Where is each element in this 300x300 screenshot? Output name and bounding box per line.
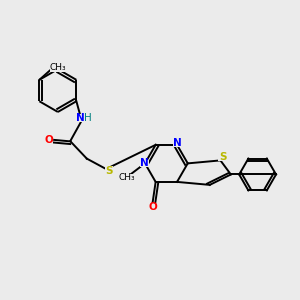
Bar [173, 140, 182, 147]
Text: O: O [44, 135, 53, 145]
Text: CH₃: CH₃ [119, 173, 135, 182]
Text: N: N [76, 113, 84, 123]
Bar [50, 64, 66, 72]
Text: N: N [173, 138, 182, 148]
Bar [148, 204, 157, 211]
Bar [140, 160, 148, 167]
Text: N: N [140, 158, 149, 168]
Bar [76, 114, 89, 122]
Text: S: S [219, 152, 226, 162]
Text: O: O [148, 202, 157, 212]
Bar [45, 136, 53, 144]
Bar [118, 174, 136, 181]
Text: S: S [105, 166, 113, 176]
Bar [105, 167, 113, 175]
Bar [218, 153, 227, 160]
Text: CH₃: CH₃ [50, 64, 66, 73]
Text: H: H [83, 113, 91, 123]
